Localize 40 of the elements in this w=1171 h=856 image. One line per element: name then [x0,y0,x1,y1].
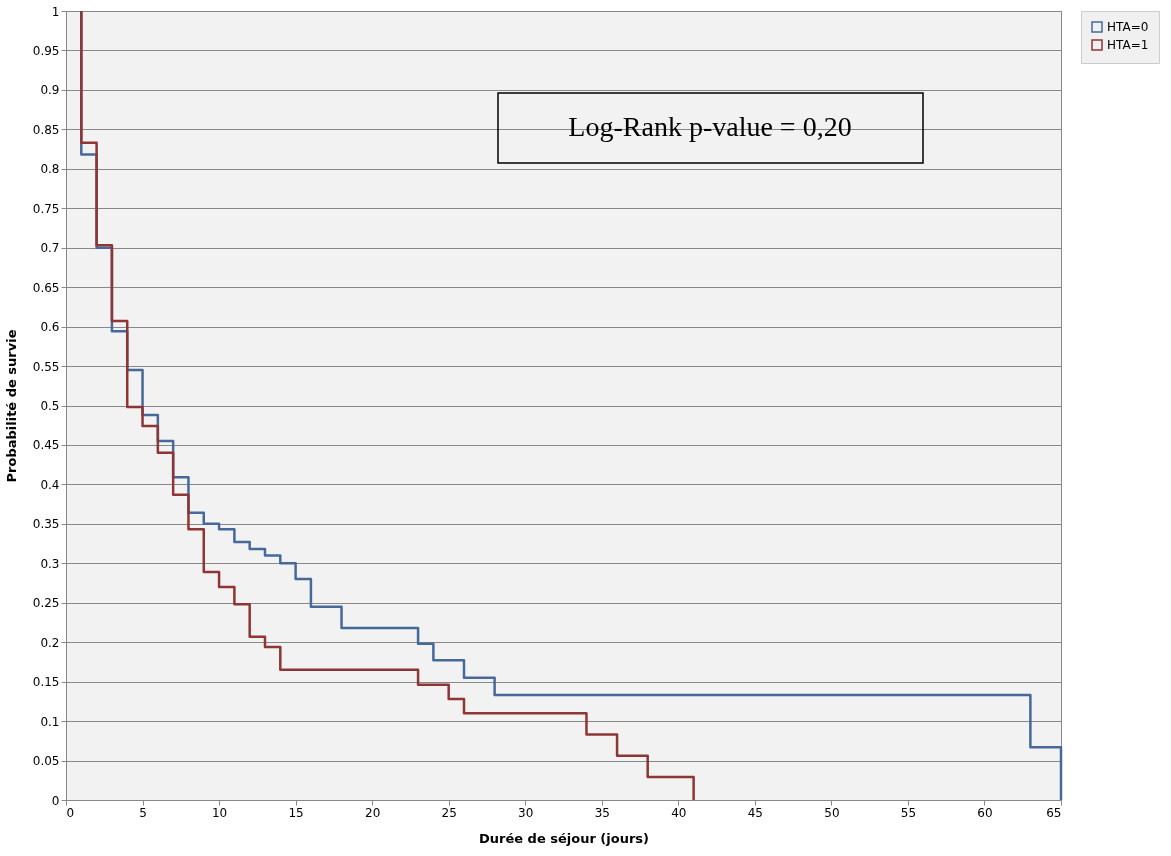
x-tick-label: 30 [518,805,534,820]
x-tick-label: 15 [288,805,304,820]
x-tick-label: 45 [747,805,763,820]
x-tick-label: 10 [211,805,228,820]
x-tick-label: 25 [441,805,457,820]
y-tick-label: 0.05 [32,754,60,769]
y-tick-label: 0.45 [32,438,60,453]
x-tick-label: 0 [66,805,75,820]
x-tick-label: 20 [365,805,381,820]
y-tick-label: 1 [51,4,60,19]
y-tick-label: 0.8 [40,162,60,177]
x-tick-label: 55 [900,805,917,820]
legend-label: HTA=1 [1107,38,1149,52]
y-tick-label: 0.5 [40,399,60,413]
y-axis-title: Probabilité de survie [3,329,19,483]
y-tick-label: 0.25 [32,596,60,611]
y-tick-label: 0.35 [32,517,60,532]
y-tick-label: 0.9 [40,83,60,98]
x-tick-label: 60 [977,805,993,820]
y-tick-label: 0.55 [32,359,60,374]
y-tick-label: 0.4 [40,477,60,492]
x-tick-label: 35 [594,805,610,820]
x-axis-title: Durée de séjour (jours) [478,830,650,846]
y-tick-label: 0.7 [40,241,60,256]
y-tick-label: 0.15 [32,675,60,690]
y-tick-label: 0.1 [40,714,60,729]
y-tick-label: 0.85 [32,122,60,137]
annotation: Log-Rank p-value = 0,20 [568,111,852,142]
y-tick-label: 0.75 [32,201,60,216]
y-tick-label: 0.2 [40,635,60,650]
x-tick-label: 65 [1046,805,1062,820]
x-tick-label: 5 [139,805,147,820]
y-tick-label: 0.6 [40,320,60,335]
x-tick-label: 40 [671,805,687,820]
y-tick-label: 0.65 [32,280,60,295]
y-tick-label: 0.95 [32,43,60,58]
y-tick-label: 0.3 [40,556,60,571]
legend-label: HTA=0 [1107,20,1149,34]
x-tick-label: 50 [824,805,840,820]
y-tick-label: 0 [51,793,60,808]
